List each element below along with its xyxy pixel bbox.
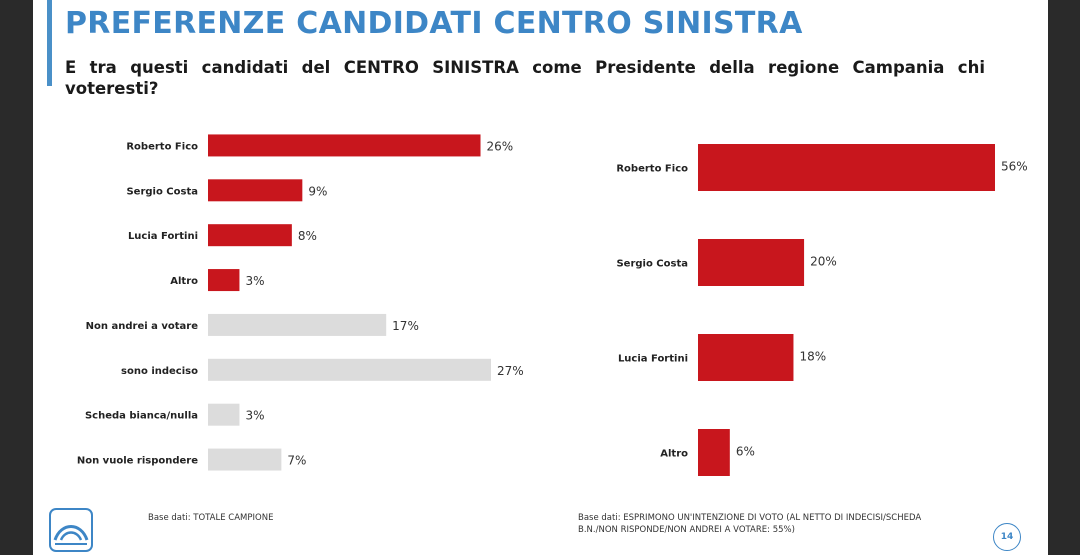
bar bbox=[208, 224, 292, 247]
data-label: 27% bbox=[497, 364, 524, 378]
category-label: Lucia Fortini bbox=[618, 354, 688, 365]
slide: PREFERENZE CANDIDATI CENTRO SINISTRA E t… bbox=[33, 0, 1048, 555]
bar bbox=[208, 269, 240, 292]
accent-bar bbox=[47, 0, 52, 86]
bar bbox=[208, 134, 481, 157]
slide-title: PREFERENZE CANDIDATI CENTRO SINISTRA bbox=[65, 6, 803, 41]
category-label: Non andrei a votare bbox=[86, 321, 199, 332]
right-chart-svg: Roberto Fico 56% Sergio Costa 20% Lucia Fort… bbox=[616, 144, 1028, 476]
data-label: 20% bbox=[810, 255, 837, 269]
bar bbox=[698, 334, 794, 381]
data-label: 7% bbox=[287, 454, 306, 468]
institute-logo-icon bbox=[49, 508, 93, 552]
category-label: Roberto Fico bbox=[616, 164, 688, 175]
bar bbox=[698, 239, 805, 286]
data-label: 8% bbox=[298, 229, 317, 243]
footnote-left: Base dati: TOTALE CAMPIONE bbox=[148, 513, 274, 523]
bar bbox=[698, 429, 730, 476]
left-chart-svg: Roberto Fico 26% Sergio Costa 9% Lucia Forti… bbox=[77, 134, 524, 471]
category-label: Altro bbox=[170, 276, 198, 287]
bar bbox=[208, 358, 491, 381]
bar bbox=[208, 179, 303, 202]
bar bbox=[208, 313, 387, 336]
data-label: 3% bbox=[245, 409, 264, 423]
category-label: Sergio Costa bbox=[126, 186, 198, 197]
data-label: 26% bbox=[487, 139, 514, 153]
category-label: Scheda bianca/nulla bbox=[85, 411, 198, 422]
page-number: 14 bbox=[993, 523, 1021, 551]
data-label: 18% bbox=[799, 350, 826, 364]
survey-question: E tra questi candidati del CENTRO SINIST… bbox=[65, 58, 985, 98]
category-label: Lucia Fortini bbox=[128, 231, 198, 242]
footnote-right: Base dati: ESPRIMONO UN'INTENZIONE DI VO… bbox=[578, 513, 922, 535]
right-bar-chart: Roberto Fico 56% Sergio Costa 20% Lucia Fort… bbox=[553, 120, 1048, 500]
category-label: Sergio Costa bbox=[616, 259, 688, 270]
bar bbox=[208, 448, 282, 471]
data-label: 3% bbox=[245, 274, 264, 288]
data-label: 17% bbox=[392, 319, 419, 333]
category-label: Non vuole rispondere bbox=[77, 456, 198, 467]
bar bbox=[208, 403, 240, 426]
data-label: 6% bbox=[736, 445, 755, 459]
left-bar-chart: Roberto Fico 26% Sergio Costa 9% Lucia Forti… bbox=[33, 120, 573, 500]
category-label: sono indeciso bbox=[121, 366, 198, 377]
data-label: 9% bbox=[308, 184, 327, 198]
bar bbox=[698, 144, 995, 191]
data-label: 56% bbox=[1001, 160, 1028, 174]
category-label: Altro bbox=[660, 449, 688, 460]
category-label: Roberto Fico bbox=[126, 141, 198, 152]
